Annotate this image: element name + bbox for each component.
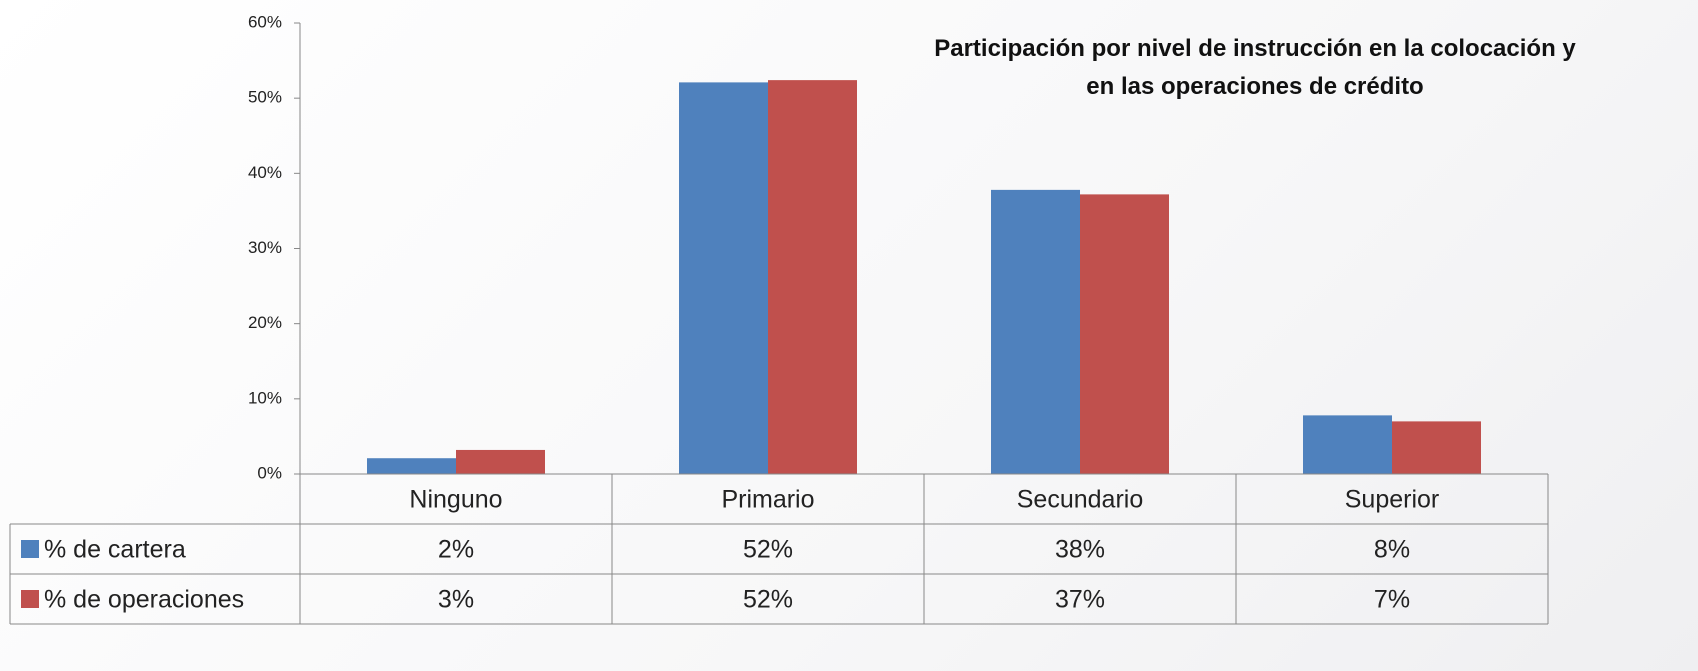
bar (1392, 421, 1481, 474)
x-tick-label: Secundario (1017, 486, 1143, 514)
bar (991, 189, 1080, 474)
table-value: 37% (1055, 586, 1105, 614)
bar (1080, 194, 1169, 474)
bar (679, 82, 768, 475)
bar (768, 80, 857, 475)
legend-key (21, 590, 39, 608)
chart-title: Participación por nivel de instrucción e… (934, 35, 1576, 100)
table-value: 52% (743, 586, 793, 614)
table-value: 38% (1055, 536, 1105, 564)
x-tick-label: Primario (721, 486, 814, 514)
x-tick-label: Superior (1345, 486, 1440, 514)
table-value: 52% (743, 536, 793, 564)
table-value: 8% (1374, 536, 1410, 564)
y-tick-label: 50% (248, 88, 282, 107)
table-value: 2% (438, 536, 474, 564)
x-tick-label: Ninguno (409, 486, 502, 514)
bar (1303, 415, 1392, 474)
y-tick-label: 10% (248, 388, 282, 407)
table-value: 3% (438, 586, 474, 614)
legend-label: % de cartera (44, 536, 186, 564)
y-tick-label: 30% (248, 238, 282, 257)
y-tick-label: 0% (257, 463, 282, 482)
bar (367, 458, 456, 474)
y-tick-label: 60% (248, 12, 282, 31)
y-tick-label: 20% (248, 313, 282, 332)
y-tick-label: 40% (248, 163, 282, 182)
legend-key (21, 540, 39, 558)
legend-label: % de operaciones (44, 586, 244, 614)
table-value: 7% (1374, 586, 1410, 614)
bar (456, 449, 545, 474)
